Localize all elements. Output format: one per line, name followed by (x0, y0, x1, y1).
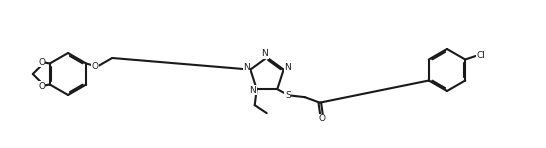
Text: N: N (243, 63, 250, 72)
Text: N: N (284, 63, 291, 72)
Text: S: S (285, 91, 290, 100)
Text: O: O (92, 62, 99, 71)
Text: O: O (38, 58, 45, 66)
Text: Cl: Cl (477, 50, 485, 59)
Text: O: O (319, 114, 326, 123)
Text: N: N (250, 86, 256, 95)
Text: O: O (38, 82, 45, 90)
Text: N: N (262, 49, 269, 58)
